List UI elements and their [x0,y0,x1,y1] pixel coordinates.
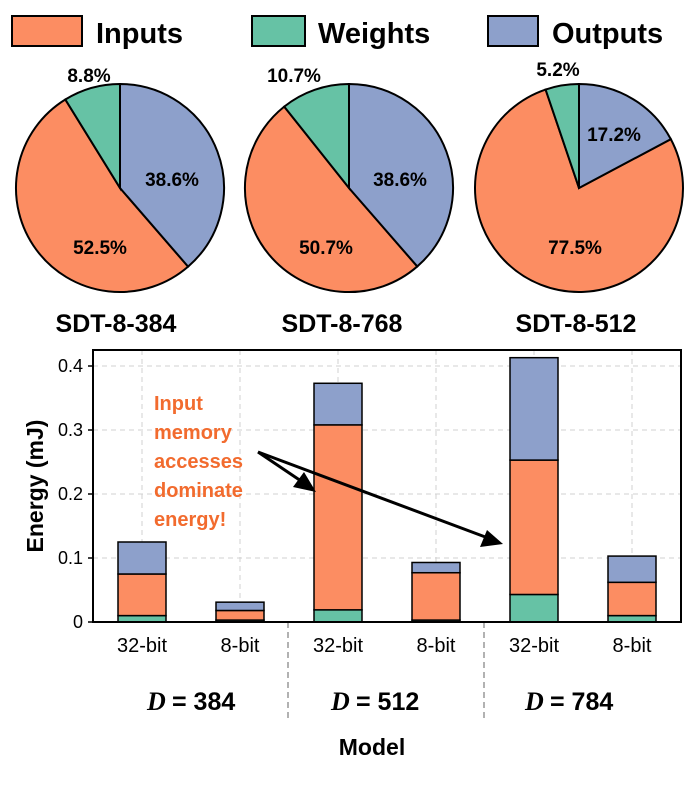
bar-segment-inputs [215,609,265,621]
bar-segment-outputs [117,541,167,575]
pie-chart-sdt-8-768: 50.7% 10.7% 38.6% SDT-8-768 [243,66,454,338]
bar-segment-inputs [411,571,461,621]
bar-segment-inputs [117,573,167,617]
pie-title: SDT-8-512 [516,310,637,338]
y-tick-label: 0.1 [58,548,83,568]
bar-segment-inputs [607,581,657,617]
legend-swatch-weights [251,15,306,47]
plot-frame [92,349,682,623]
pie-slice-inputs [243,105,419,294]
pie-slice-outputs [119,82,225,269]
group-label-var: D [146,687,166,716]
legend-label-inputs: Inputs [96,18,183,50]
pie-chart-sdt-8-384: 52.5% 8.8% 38.6% SDT-8-384 [15,66,225,338]
bar-segment-inputs [509,459,559,596]
legend: Inputs Weights Outputs [11,15,663,50]
pie-label-outputs: 38.6% [145,170,199,191]
bar-segment-outputs [411,561,461,574]
pie-slice-outputs [348,82,454,268]
stacked-bar-chart: 00.10.20.30.4 Energy (mJ) 32-bit 8-bit 32-… [22,349,682,760]
pie-label-inputs: 50.7% [299,238,353,259]
x-category-label: 32-bit [509,635,559,657]
group-label-value: = 784 [550,688,613,716]
bars [117,356,657,623]
legend-swatch-outputs [487,15,539,47]
pie-slice-inputs [474,88,684,293]
bar-segment-weights [509,593,559,623]
x-category-label: 32-bit [313,635,363,657]
bar-segment-outputs [215,601,265,612]
annotation-line: accesses [154,451,243,473]
y-tick-label: 0 [73,612,83,632]
annotation-line: memory [154,422,233,444]
x-axis: 32-bit 8-bit 32-bit 8-bit 32-bit 8-bit [117,635,652,657]
annotation-line: dominate [154,480,243,502]
pie-slice-weights [282,82,350,191]
bar-segment-outputs [607,555,657,584]
group-label-var: D [524,687,544,716]
y-tick-label: 0.3 [58,420,83,440]
group-label-d-784: D = 784 [524,687,613,716]
x-category-label: 32-bit [117,635,167,657]
y-tick-label: 0.4 [58,356,83,376]
y-axis: 0 0.1 0.2 0.3 0.4 [58,356,93,632]
x-axis-title: Model [339,734,405,760]
annotation-arrowhead [293,472,316,492]
pie-label-weights: 8.8% [67,66,110,87]
pie-label-inputs: 77.5% [548,238,602,259]
annotation-arrowhead [480,530,503,547]
pie-title: SDT-8-768 [282,310,403,338]
annotation-arrow [257,450,489,540]
pie-label-inputs: 52.5% [73,238,127,259]
x-category-label: 8-bit [613,635,652,657]
y-axis-title: Energy (mJ) [22,420,48,553]
pie-slice-inputs [15,98,190,294]
annotation: Input memory accesses dominate energy! [154,393,503,547]
annotation-arrow [257,450,305,485]
pie-chart-sdt-8-512: 77.5% 5.2% 17.2% SDT-8-512 [474,60,684,338]
group-label-var: D [330,687,350,716]
legend-label-outputs: Outputs [552,18,663,50]
x-category-label: 8-bit [417,635,456,657]
legend-swatch-inputs [11,15,83,47]
bar-segment-outputs [313,382,363,426]
pie-slice-outputs [578,82,673,190]
legend-label-weights: Weights [318,18,430,50]
pie-label-weights: 10.7% [267,66,321,87]
pie-label-outputs: 38.6% [373,170,427,191]
bar-segment-outputs [509,356,559,461]
pie-title: SDT-8-384 [56,310,177,338]
annotation-line: Input [154,393,203,415]
group-label-d-512: D = 512 [330,687,419,716]
group-label-d-384: D = 384 [146,687,235,716]
y-tick-label: 0.2 [58,484,83,504]
group-label-value: = 512 [356,688,419,716]
bar-segment-weights [313,609,363,623]
pie-label-weights: 5.2% [536,60,579,81]
x-category-label: 8-bit [221,635,260,657]
group-label-value: = 384 [172,688,235,716]
pie-label-outputs: 17.2% [587,125,641,146]
annotation-line: energy! [154,509,226,531]
bar-segment-inputs [313,424,363,611]
